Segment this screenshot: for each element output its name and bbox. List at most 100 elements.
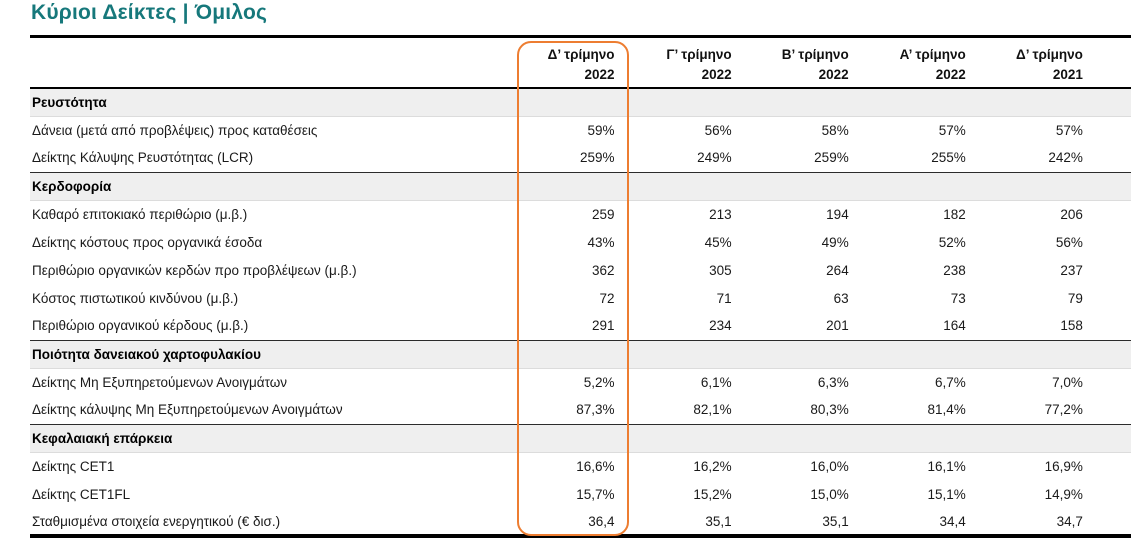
page-title: Κύριοι Δείκτες | Όμιλος bbox=[31, 1, 268, 24]
row-label: Περιθώριο οργανικών κερδών προ προβλέψεω… bbox=[32, 262, 357, 278]
cell-value: 158 bbox=[1060, 318, 1083, 334]
section-header-row: Ρευστότητα bbox=[30, 88, 1131, 117]
cell-value: 6,1% bbox=[700, 374, 732, 390]
table-row: Περιθώριο οργανικού κέρδους (μ.β.) 291 234… bbox=[30, 312, 1131, 340]
spacer bbox=[1083, 200, 1131, 228]
row-label: Καθαρό επιτοκιακό περιθώριο (μ.β.) bbox=[32, 206, 248, 222]
cell-value: 72 bbox=[599, 290, 615, 306]
section-header-row: Κερδοφορία bbox=[30, 171, 1131, 201]
row-label-header bbox=[30, 43, 498, 89]
column-year: 2022 bbox=[818, 67, 849, 82]
spacer bbox=[1083, 284, 1131, 312]
cell-value: 34,4 bbox=[939, 513, 966, 529]
cell-value: 63 bbox=[833, 290, 849, 306]
table-row: Καθαρό επιτοκιακό περιθώριο (μ.β.) 259 213… bbox=[30, 200, 1131, 228]
cell-value: 7,0% bbox=[1052, 374, 1083, 390]
row-label: Δείκτης Μη Εξυπηρετούμενων Ανοιγμάτων bbox=[32, 374, 287, 390]
table-row: Σταθμισμένα στοιχεία ενεργητικού (€ δισ.… bbox=[30, 508, 1131, 536]
cell-value: 16,0% bbox=[810, 458, 849, 474]
cell-value: 58% bbox=[821, 122, 849, 138]
spacer bbox=[1083, 396, 1131, 424]
spacer bbox=[1083, 368, 1131, 396]
cell-value: 82,1% bbox=[693, 402, 732, 418]
cell-value: 43% bbox=[587, 234, 615, 250]
cell-value: 16,1% bbox=[927, 458, 966, 474]
section-label: Κερδοφορία bbox=[30, 171, 1131, 201]
cell-value: 164 bbox=[943, 318, 966, 334]
cell-value: 15,2% bbox=[693, 486, 732, 502]
column-period: Β’ τρίμηνο bbox=[781, 47, 849, 62]
cell-value: 15,7% bbox=[576, 486, 615, 502]
column-year: 2022 bbox=[701, 67, 732, 82]
cell-value: 14,9% bbox=[1044, 486, 1083, 502]
column-header-q1-2022: Α’ τρίμηνο 2022 bbox=[848, 43, 966, 89]
cell-value: 242% bbox=[1048, 150, 1083, 166]
table-row: Δείκτης CET1 16,6% 16,2% 16,0% 16,1% 16,9% bbox=[30, 452, 1131, 480]
column-header-q4-2022: Δ’ τρίμηνο 2022 bbox=[497, 43, 615, 89]
key-indicators-table: Δ’ τρίμηνο 2022 Γ’ τρίμηνο 2022 Β’ τρίμη… bbox=[30, 43, 1131, 538]
table-row: Δάνεια (μετά από προβλέψεις) προς καταθέ… bbox=[30, 116, 1131, 144]
column-header-q2-2022: Β’ τρίμηνο 2022 bbox=[731, 43, 849, 89]
cell-value: 213 bbox=[709, 206, 732, 222]
cell-value: 79 bbox=[1067, 290, 1083, 306]
spacer bbox=[1083, 452, 1131, 480]
row-label: Δείκτης Κάλυψης Ρευστότητας (LCR) bbox=[32, 150, 254, 166]
cell-value: 6,7% bbox=[935, 374, 966, 390]
cell-value: 259 bbox=[591, 206, 615, 222]
cell-value: 194 bbox=[826, 206, 849, 222]
column-year: 2022 bbox=[935, 67, 966, 82]
section-label: Ρευστότητα bbox=[30, 88, 1131, 117]
column-year: 2021 bbox=[1052, 67, 1083, 82]
row-label: Δάνεια (μετά από προβλέψεις) προς καταθέ… bbox=[32, 122, 318, 138]
cell-value: 52% bbox=[938, 234, 966, 250]
cell-value: 5,2% bbox=[583, 374, 615, 390]
cell-value: 255% bbox=[931, 150, 966, 166]
row-label: Δείκτης CET1 bbox=[32, 458, 115, 474]
cell-value: 15,0% bbox=[810, 486, 849, 502]
cell-value: 57% bbox=[1055, 122, 1083, 138]
cell-value: 15,1% bbox=[927, 486, 966, 502]
cell-value: 56% bbox=[1055, 234, 1083, 250]
table-row: Δείκτης CET1FL 15,7% 15,2% 15,0% 15,1% 14,9% bbox=[30, 480, 1131, 508]
cell-value: 16,6% bbox=[576, 458, 615, 474]
table-row: Κόστος πιστωτικού κινδύνου (μ.β.) 72 71 63 7… bbox=[30, 284, 1131, 312]
cell-value: 56% bbox=[704, 122, 732, 138]
section-header-row: Κεφαλαιακή επάρκεια bbox=[30, 423, 1131, 453]
cell-value: 35,1 bbox=[705, 513, 732, 529]
cell-value: 237 bbox=[1060, 262, 1083, 278]
table-row: Δείκτης Κάλυψης Ρευστότητας (LCR) 259% 249… bbox=[30, 144, 1131, 172]
cell-value: 71 bbox=[716, 290, 732, 306]
cell-value: 35,1 bbox=[822, 513, 849, 529]
cell-value: 57% bbox=[938, 122, 966, 138]
table-row: Δείκτης Μη Εξυπηρετούμενων Ανοιγμάτων 5,2… bbox=[30, 368, 1131, 396]
section-label: Ποιότητα δανειακού χαρτοφυλακίου bbox=[30, 339, 1131, 369]
row-label: Κόστος πιστωτικού κινδύνου (μ.β.) bbox=[32, 290, 239, 306]
spacer bbox=[1083, 144, 1131, 172]
cell-value: 249% bbox=[697, 150, 732, 166]
cell-value: 36,4 bbox=[588, 513, 615, 529]
cell-value: 45% bbox=[704, 234, 732, 250]
cell-value: 305 bbox=[709, 262, 732, 278]
cell-value: 77,2% bbox=[1044, 402, 1083, 418]
cell-value: 259% bbox=[814, 150, 849, 166]
cell-value: 182 bbox=[943, 206, 966, 222]
column-header-q3-2022: Γ’ τρίμηνο 2022 bbox=[614, 43, 732, 89]
row-label: Σταθμισμένα στοιχεία ενεργητικού (€ δισ.… bbox=[32, 513, 281, 529]
cell-value: 87,3% bbox=[576, 402, 615, 418]
cell-value: 80,3% bbox=[810, 402, 849, 418]
column-header-q4-2021: Δ’ τρίμηνο 2021 bbox=[965, 43, 1083, 89]
cell-value: 234 bbox=[709, 318, 732, 334]
table-row: Περιθώριο οργανικών κερδών προ προβλέψεω… bbox=[30, 256, 1131, 284]
cell-value: 206 bbox=[1060, 206, 1083, 222]
spacer bbox=[1082, 43, 1131, 89]
cell-value: 81,4% bbox=[927, 402, 966, 418]
cell-value: 238 bbox=[943, 262, 966, 278]
row-label: Δείκτης CET1FL bbox=[32, 486, 131, 502]
cell-value: 291 bbox=[591, 318, 615, 334]
cell-value: 6,3% bbox=[817, 374, 849, 390]
column-period: Α’ τρίμηνο bbox=[899, 47, 966, 62]
cell-value: 259% bbox=[579, 150, 615, 166]
spacer bbox=[1083, 480, 1131, 508]
column-header-row: Δ’ τρίμηνο 2022 Γ’ τρίμηνο 2022 Β’ τρίμη… bbox=[30, 43, 1131, 89]
